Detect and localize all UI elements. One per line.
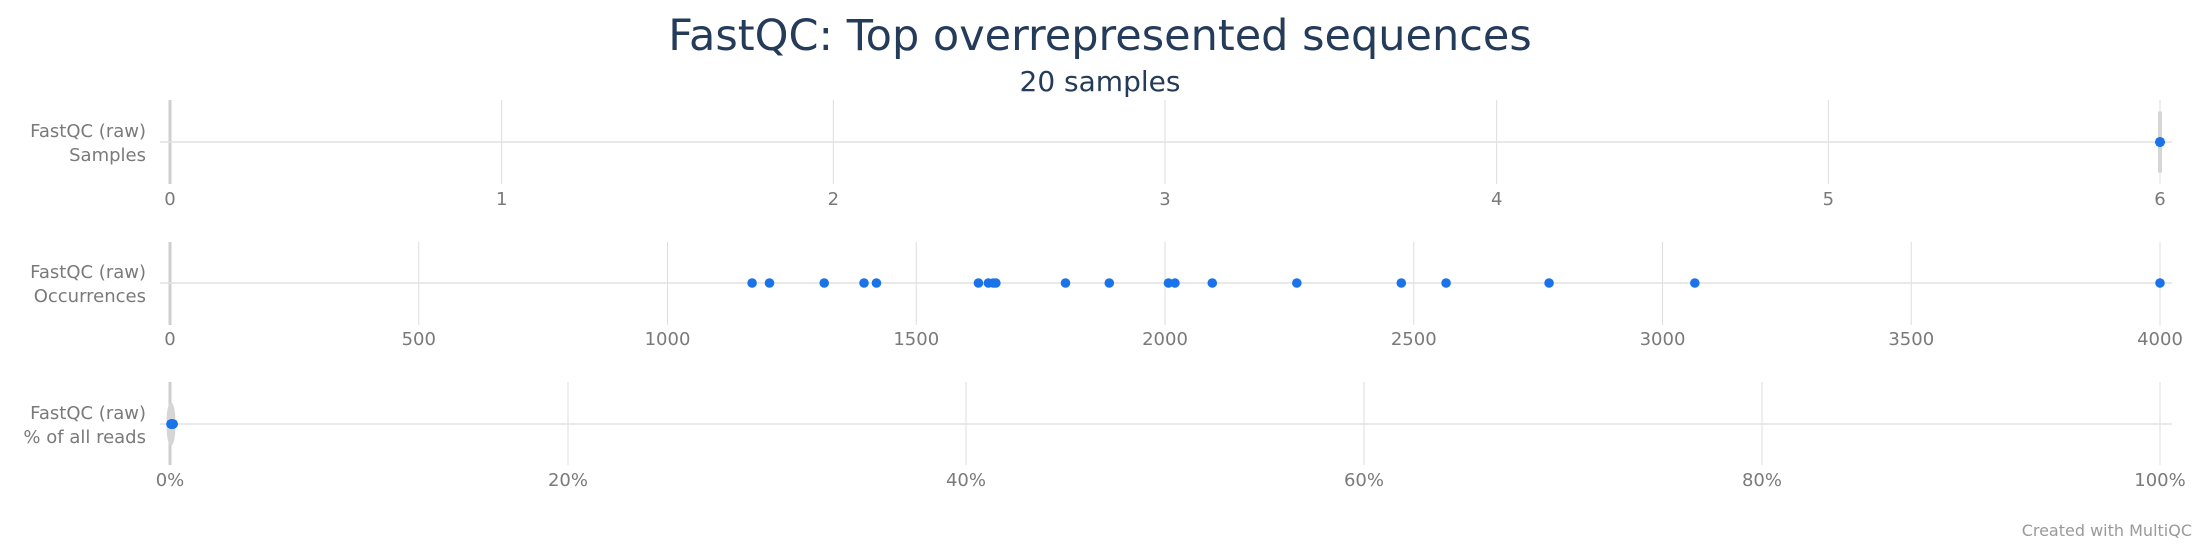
tick-label: 4000 xyxy=(2137,329,2183,350)
tick-label: 4 xyxy=(1491,189,1502,210)
tick-label: 0 xyxy=(164,189,175,210)
tick-label: 1500 xyxy=(893,329,939,350)
data-point xyxy=(871,278,882,288)
tick-label: 2500 xyxy=(1391,329,1437,350)
panel-1: 0 500 1000 1500 2000 2500 3000 3500 4000 FastQC (… xyxy=(30,242,2183,350)
tick-label: 1 xyxy=(496,189,507,210)
tick-label: 3000 xyxy=(1640,329,1686,350)
row-label: Occurrences xyxy=(34,286,146,307)
data-point xyxy=(1170,278,1180,288)
row-label: FastQC (raw) xyxy=(30,262,146,283)
title-block: FastQC: Top overrepresented sequences 20… xyxy=(0,8,2200,100)
row-label: FastQC (raw) xyxy=(30,121,146,142)
tick-label: 3 xyxy=(1159,189,1170,210)
tick-label: 6 xyxy=(2154,189,2165,210)
data-point xyxy=(1544,278,1554,288)
tick-label: 0 xyxy=(164,329,175,350)
data-point xyxy=(1441,278,1451,288)
row-label: % of all reads xyxy=(23,427,146,448)
tick-label: 80% xyxy=(1742,470,1782,491)
tick-label: 20% xyxy=(548,470,588,491)
data-point xyxy=(973,278,984,288)
data-point xyxy=(1060,278,1071,288)
tick-label: 5 xyxy=(1823,189,1834,210)
data-point xyxy=(168,419,178,429)
tick-label: 2000 xyxy=(1142,329,1188,350)
tick-label: 500 xyxy=(402,329,436,350)
tick-label: 60% xyxy=(1344,470,1384,491)
panel-0: 0 1 2 3 4 5 6 FastQC (raw) Samples xyxy=(30,100,2172,210)
data-point xyxy=(1292,278,1302,288)
data-point xyxy=(1690,278,1700,288)
tick-label: 100% xyxy=(2134,470,2185,491)
tick-label: 3500 xyxy=(1888,329,1934,350)
row-label: FastQC (raw) xyxy=(30,403,146,424)
credit-text: Created with MultiQC xyxy=(2021,521,2192,540)
data-point xyxy=(2155,278,2165,288)
row-label: Samples xyxy=(69,145,146,166)
data-point xyxy=(1207,278,1218,288)
tick-label: 0% xyxy=(156,470,185,491)
tick-label: 2 xyxy=(828,189,839,210)
tick-label: 1000 xyxy=(645,329,691,350)
data-point xyxy=(2155,137,2165,147)
data-point xyxy=(1396,278,1407,288)
tick-label: 40% xyxy=(946,470,986,491)
data-point xyxy=(764,278,775,288)
data-point xyxy=(991,278,1001,288)
panel-2: 0% 20% 40% 60% 80% 100% FastQC (raw) % of all r… xyxy=(23,382,2186,491)
data-point xyxy=(747,278,757,288)
chart-title: FastQC: Top overrepresented sequences xyxy=(668,11,1532,61)
chart-subtitle: 20 samples xyxy=(1019,65,1181,98)
data-point xyxy=(859,278,869,288)
data-point xyxy=(1104,278,1115,288)
data-point xyxy=(819,278,830,288)
